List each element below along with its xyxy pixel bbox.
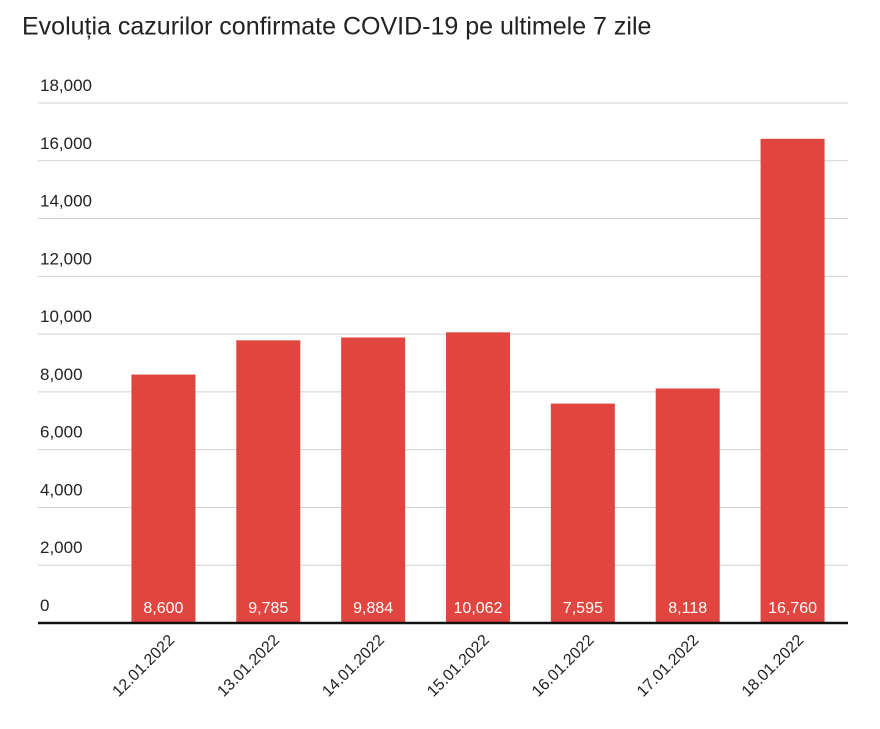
x-tick-label: 12.01.2022 <box>110 632 179 701</box>
y-tick-label: 8,000 <box>40 365 83 384</box>
value-label: 10,062 <box>454 600 503 617</box>
y-tick-label: 4,000 <box>40 480 83 499</box>
bar <box>655 388 720 623</box>
bar <box>131 374 196 623</box>
y-tick-label: 12,000 <box>40 249 92 268</box>
y-tick-label: 10,000 <box>40 307 92 326</box>
y-tick-label: 14,000 <box>40 192 92 211</box>
value-label: 8,600 <box>143 600 183 617</box>
y-tick-label: 16,000 <box>40 134 92 153</box>
y-tick-label: 18,000 <box>40 76 92 95</box>
x-tick-label: 14.01.2022 <box>319 632 388 701</box>
x-tick-label: 17.01.2022 <box>634 632 703 701</box>
bar <box>236 340 301 623</box>
x-tick-label: 13.01.2022 <box>214 632 283 701</box>
x-tick-label: 16.01.2022 <box>529 632 598 701</box>
bar <box>550 403 615 623</box>
y-tick-label: 0 <box>40 596 49 615</box>
bar <box>341 337 406 623</box>
y-tick-label: 2,000 <box>40 538 83 557</box>
x-tick-label: 15.01.2022 <box>424 632 493 701</box>
chart-title: Evoluția cazurilor confirmate COVID-19 p… <box>22 13 651 41</box>
bar <box>446 332 510 623</box>
bar <box>760 138 825 624</box>
value-label: 8,118 <box>668 600 707 617</box>
x-tick-label: 18.01.2022 <box>739 632 808 701</box>
value-label: 9,884 <box>353 600 393 617</box>
value-label: 9,785 <box>248 600 288 617</box>
value-label: 7,595 <box>563 600 603 617</box>
y-tick-label: 6,000 <box>40 423 83 442</box>
value-label: 16,760 <box>768 600 817 617</box>
